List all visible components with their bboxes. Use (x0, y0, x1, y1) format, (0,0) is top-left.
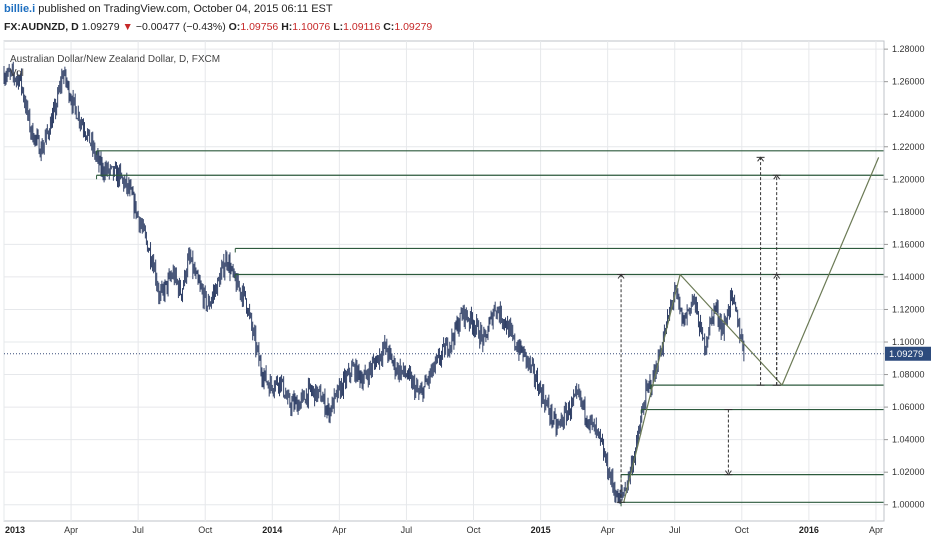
x-tick-label: Oct (735, 525, 750, 535)
measure-arrowhead (773, 174, 781, 180)
last-price: 1.09279 (81, 21, 120, 33)
change-value: −0.00477 (−0.43%) (135, 21, 226, 33)
y-tick-label: 1.00000 (892, 500, 925, 510)
y-tick-label: 1.20000 (892, 174, 925, 184)
x-tick-label: 2015 (531, 525, 551, 535)
symbol-label[interactable]: FX:AUDNZD, D (4, 21, 79, 33)
chart-header: billie.i published on TradingView.com, O… (0, 0, 932, 40)
y-tick-label: 1.24000 (892, 109, 925, 119)
x-tick-label: Jul (401, 525, 413, 535)
low-label: L: (333, 21, 344, 33)
chart-title: Australian Dollar/New Zealand Dollar, D,… (10, 54, 220, 65)
x-tick-label: 2016 (799, 525, 819, 535)
x-tick-label: Jul (669, 525, 681, 535)
published-text: published on TradingView.com, October 04… (38, 3, 333, 15)
y-tick-label: 1.26000 (892, 77, 925, 87)
close-value: 1.09279 (394, 21, 433, 33)
x-tick-label: 2013 (5, 525, 25, 535)
x-tick-label: Apr (332, 525, 346, 535)
measure-arrowhead (773, 273, 781, 279)
x-tick-label: Oct (467, 525, 482, 535)
y-tick-label: 1.28000 (892, 44, 925, 54)
x-tick-label: Apr (601, 525, 615, 535)
x-tick-label: 2014 (262, 525, 282, 535)
low-value: 1.09116 (343, 21, 381, 33)
price-tag-box (885, 346, 931, 361)
y-tick-label: 1.18000 (892, 207, 925, 217)
close-label: C: (383, 21, 395, 33)
y-tick-label: 1.10000 (892, 337, 925, 347)
open-label: O: (228, 21, 241, 33)
price-tag-label: 1.09279 (889, 349, 923, 360)
y-axis-labels: 1.00000 1.02000 1.04000 1.06000 1.08000 1.100… (884, 44, 925, 510)
ohlc-line: FX:AUDNZD, D 1.09279 ▼ −0.00477 (−0.43%)… (4, 21, 432, 33)
trend-lines (623, 157, 880, 503)
high-label: H: (281, 21, 293, 33)
high-value: 1.10076 (292, 21, 331, 33)
author-link[interactable]: billie.i (4, 3, 36, 15)
x-tick-label: Jul (132, 525, 144, 535)
y-tick-label: 1.14000 (892, 272, 925, 282)
x-tick-label: Apr (869, 525, 883, 535)
grid-lines (3, 41, 884, 521)
measure-arrowhead (617, 273, 625, 279)
y-tick-label: 1.08000 (892, 370, 925, 380)
measure-arrowhead (724, 470, 732, 476)
y-tick-label: 1.06000 (892, 402, 925, 412)
measure-arrows (617, 156, 781, 503)
y-axis-panel[interactable] (884, 41, 932, 521)
open-value: 1.09756 (240, 21, 279, 33)
change-arrow-icon: ▼ (122, 21, 133, 33)
x-tick-label: Apr (64, 525, 78, 535)
x-axis-labels: 2013 Apr Jul Oct 2014 Apr Jul Oct 2015 Apr Jul Oct 2… (5, 525, 883, 535)
candlestick-series (3, 61, 745, 505)
measure-arrowhead (757, 156, 764, 162)
trend-line (781, 157, 880, 386)
y-tick-label: 1.12000 (892, 304, 925, 314)
y-tick-label: 1.22000 (892, 142, 925, 152)
trend-line (623, 274, 681, 503)
vol-label: Vol (10, 68, 24, 79)
y-tick-label: 1.04000 (892, 435, 925, 445)
y-tick-label: 1.02000 (892, 467, 925, 477)
plot-area[interactable] (3, 40, 885, 522)
price-tag: 1.09279 (885, 346, 931, 361)
trend-line (679, 274, 783, 386)
publish-line: billie.i published on TradingView.com, O… (4, 3, 333, 15)
y-tick-label: 1.16000 (892, 239, 925, 249)
x-tick-label: Oct (198, 525, 213, 535)
